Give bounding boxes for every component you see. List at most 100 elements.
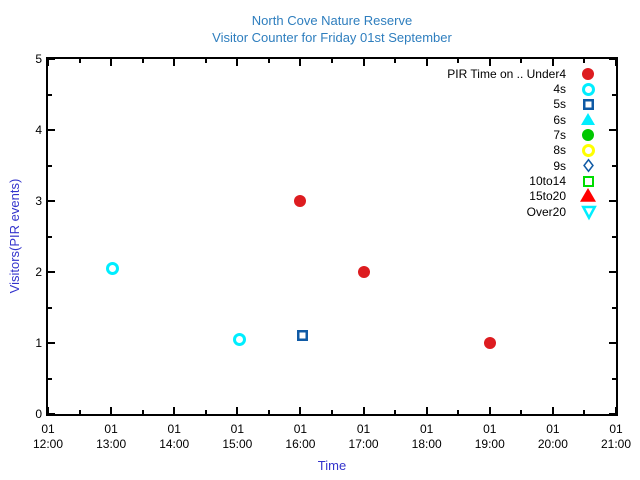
square-marker-icon — [582, 175, 594, 187]
legend-label: 10to14 — [529, 174, 566, 189]
x-tick-time: 14:00 — [159, 437, 190, 451]
x-tick-time: 20:00 — [537, 437, 568, 451]
x-tick — [331, 59, 333, 63]
y-tick — [612, 306, 616, 309]
y-tick — [48, 164, 52, 167]
x-tick-label: 01 21:00 — [586, 422, 640, 452]
legend-item: 5s — [553, 97, 597, 112]
x-tick — [362, 407, 365, 414]
x-axis-label: Time — [317, 458, 347, 473]
x-tick-day: 01 — [41, 422, 55, 436]
diamond-marker-icon — [582, 158, 594, 173]
y-tick — [48, 306, 52, 309]
circle-marker-icon — [582, 67, 594, 80]
legend-marker-box — [579, 112, 597, 128]
x-tick — [551, 59, 554, 66]
circle-marker-icon — [357, 266, 370, 278]
x-tick — [488, 59, 491, 66]
y-tick — [48, 271, 55, 273]
data-point — [103, 259, 122, 278]
y-tick — [48, 129, 55, 131]
x-tick — [520, 59, 523, 63]
triangle-up-marker-icon — [581, 112, 595, 125]
plot-area: PIR Time on .. Under4 4s 5s 6s 7s 8s 9s 10to14 1… — [46, 57, 618, 416]
data-point — [293, 194, 307, 208]
x-tick — [615, 59, 617, 66]
x-tick — [488, 407, 491, 414]
x-tick — [551, 407, 554, 414]
y-tick — [48, 235, 52, 238]
x-tick — [173, 59, 176, 66]
x-tick-label: 01 13:00 — [81, 422, 141, 452]
y-tick — [48, 93, 52, 96]
legend-item: 15to20 — [529, 187, 597, 205]
circle-marker-icon — [232, 332, 246, 346]
legend-item: 6s — [553, 112, 597, 127]
legend-marker-box — [579, 187, 597, 205]
x-tick — [267, 410, 270, 414]
x-tick-time: 12:00 — [32, 437, 64, 451]
y-tick — [609, 200, 616, 202]
legend-marker-box — [579, 141, 597, 160]
legend-marker-box — [579, 80, 597, 99]
x-tick — [110, 407, 113, 414]
x-tick — [236, 59, 239, 66]
legend: PIR Time on .. Under4 4s 5s 6s 7s 8s 9s 10to14 1… — [447, 66, 597, 221]
x-tick-day: 01 — [609, 422, 623, 436]
x-tick-day: 01 — [104, 422, 118, 436]
x-tick — [583, 410, 586, 414]
x-tick — [299, 59, 302, 66]
x-tick-time: 21:00 — [600, 437, 632, 451]
data-point — [483, 336, 497, 350]
x-tick — [78, 410, 81, 414]
circle-marker-icon — [483, 337, 496, 349]
x-tick — [394, 410, 397, 414]
x-tick — [457, 59, 460, 63]
x-tick-day: 01 — [230, 422, 244, 436]
x-tick-label: 01 17:00 — [334, 422, 394, 452]
data-point — [357, 265, 371, 279]
y-tick — [48, 342, 55, 344]
x-tick — [47, 59, 49, 66]
x-tick — [425, 59, 428, 66]
x-tick-label: 01 14:00 — [144, 422, 204, 452]
y-tick-label: 1 — [35, 336, 42, 350]
y-tick — [612, 377, 616, 380]
legend-label: 7s — [553, 128, 566, 143]
legend-item: 10to14 — [529, 173, 597, 188]
legend-item: 8s — [553, 143, 597, 158]
x-tick — [204, 410, 207, 414]
x-tick — [173, 407, 176, 414]
data-point — [294, 327, 311, 344]
legend-marker-box — [579, 128, 597, 142]
y-tick-label: 2 — [35, 265, 42, 279]
x-tick — [425, 407, 428, 414]
legend-marker-box — [579, 96, 597, 113]
x-tick — [110, 59, 113, 66]
legend-label: PIR Time on .. Under4 — [447, 66, 566, 81]
legend-label: 6s — [553, 112, 566, 127]
square-marker-icon — [582, 98, 594, 110]
y-axis-label: Visitors(PIR events) — [7, 178, 22, 294]
x-tick — [299, 407, 302, 414]
x-tick-day: 01 — [167, 422, 181, 436]
triangle-down-marker-icon — [581, 205, 597, 221]
y-tick — [48, 200, 55, 202]
x-tick-label: 01 19:00 — [460, 422, 520, 452]
y-tick — [612, 164, 616, 167]
chart-title: North Cove Nature Reserve — [251, 13, 413, 28]
circle-marker-icon — [582, 129, 594, 142]
x-tick — [520, 410, 523, 414]
chart-subtitle: Visitor Counter for Friday 01st Septembe… — [212, 30, 452, 45]
circle-marker-icon — [582, 143, 595, 157]
legend-label: Over20 — [526, 204, 566, 219]
x-tick-label: 01 16:00 — [270, 422, 330, 452]
legend-item: 7s — [553, 127, 597, 142]
x-tick-label: 01 15:00 — [207, 422, 267, 452]
y-tick — [612, 235, 616, 238]
y-tick — [609, 58, 616, 60]
x-tick — [236, 407, 239, 414]
y-tick-label: 5 — [35, 52, 42, 66]
x-tick-label: 01 18:00 — [397, 422, 457, 452]
x-tick-day: 01 — [419, 422, 434, 436]
